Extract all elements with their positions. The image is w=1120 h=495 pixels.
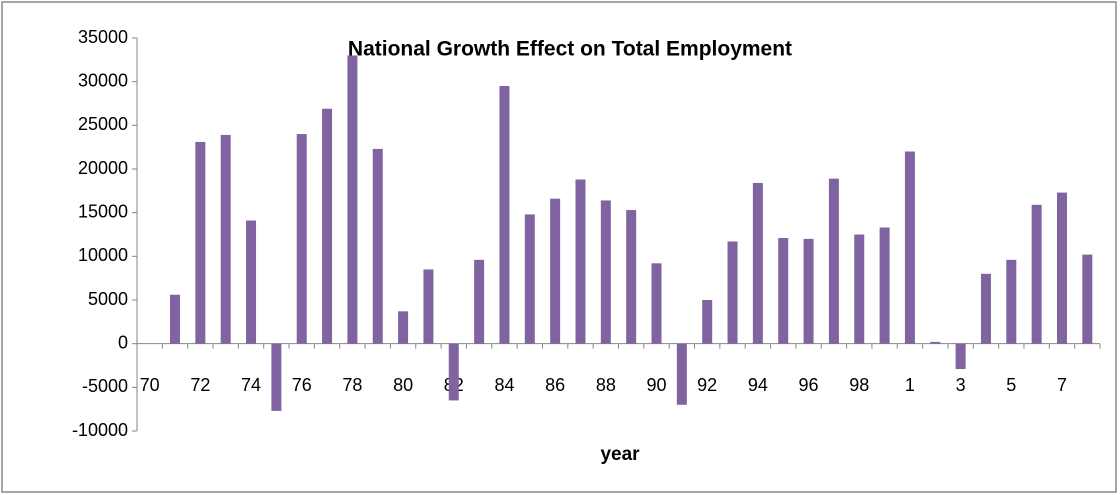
x-tick-label: 84	[494, 375, 514, 395]
x-tick-label: 76	[292, 375, 312, 395]
y-tick-label: -5000	[82, 376, 128, 396]
bar	[626, 210, 637, 344]
y-tick-label: 30000	[78, 70, 128, 90]
x-tick-label: 88	[596, 375, 616, 395]
x-tick-label: 78	[342, 375, 362, 395]
bar	[854, 234, 865, 344]
bar	[398, 311, 409, 344]
x-tick-label: 74	[241, 375, 261, 395]
x-tick-label: 98	[849, 375, 869, 395]
bar	[322, 108, 333, 344]
y-tick-label: 25000	[78, 114, 128, 134]
bar	[474, 259, 485, 344]
x-tick-label: 72	[190, 375, 210, 395]
x-tick-label: 94	[748, 375, 768, 395]
bar	[930, 341, 941, 344]
bar	[524, 214, 535, 344]
x-tick-label: 96	[799, 375, 819, 395]
bar	[372, 148, 383, 344]
chart-title: National Growth Effect on Total Employme…	[348, 38, 792, 61]
y-tick-label: 35000	[78, 27, 128, 47]
bar	[752, 182, 763, 344]
bar	[448, 343, 459, 401]
bar	[1006, 259, 1017, 344]
bar	[347, 55, 358, 344]
bar	[727, 241, 738, 344]
y-tick-label: 15000	[78, 201, 128, 221]
bar	[170, 294, 181, 344]
bar	[271, 343, 282, 411]
bar	[803, 238, 814, 344]
x-tick-label: 5	[1006, 375, 1016, 395]
y-tick-label: 10000	[78, 245, 128, 265]
x-tick-label: 3	[956, 375, 966, 395]
bar	[1082, 254, 1093, 344]
x-axis-label: year	[600, 444, 640, 465]
bar	[879, 227, 890, 344]
bar	[980, 273, 991, 344]
bar	[575, 179, 586, 344]
bar	[195, 141, 206, 344]
bar	[828, 178, 839, 344]
x-tick-label: 92	[697, 375, 717, 395]
bar	[778, 237, 789, 344]
x-tick-label: 86	[545, 375, 565, 395]
bar	[423, 269, 434, 344]
x-tick-label: 1	[905, 375, 915, 395]
y-tick-label: 5000	[88, 289, 128, 309]
y-tick-label: -10000	[72, 420, 128, 440]
bar	[600, 200, 611, 344]
x-tick-label: 80	[393, 375, 413, 395]
bar	[1031, 204, 1042, 344]
y-tick-label: 20000	[78, 158, 128, 178]
bar	[676, 343, 687, 405]
bar	[550, 198, 561, 344]
bar	[1056, 192, 1067, 344]
bar	[220, 134, 231, 344]
bar	[499, 86, 510, 344]
bar	[904, 151, 915, 344]
bar	[651, 263, 662, 344]
bar	[955, 343, 966, 369]
x-tick-label: 70	[140, 375, 160, 395]
bar	[246, 220, 257, 344]
x-tick-label: 90	[646, 375, 666, 395]
bar	[296, 134, 307, 344]
bar	[702, 300, 713, 344]
y-tick-label: 0	[118, 332, 128, 352]
x-tick-label: 7	[1057, 375, 1067, 395]
